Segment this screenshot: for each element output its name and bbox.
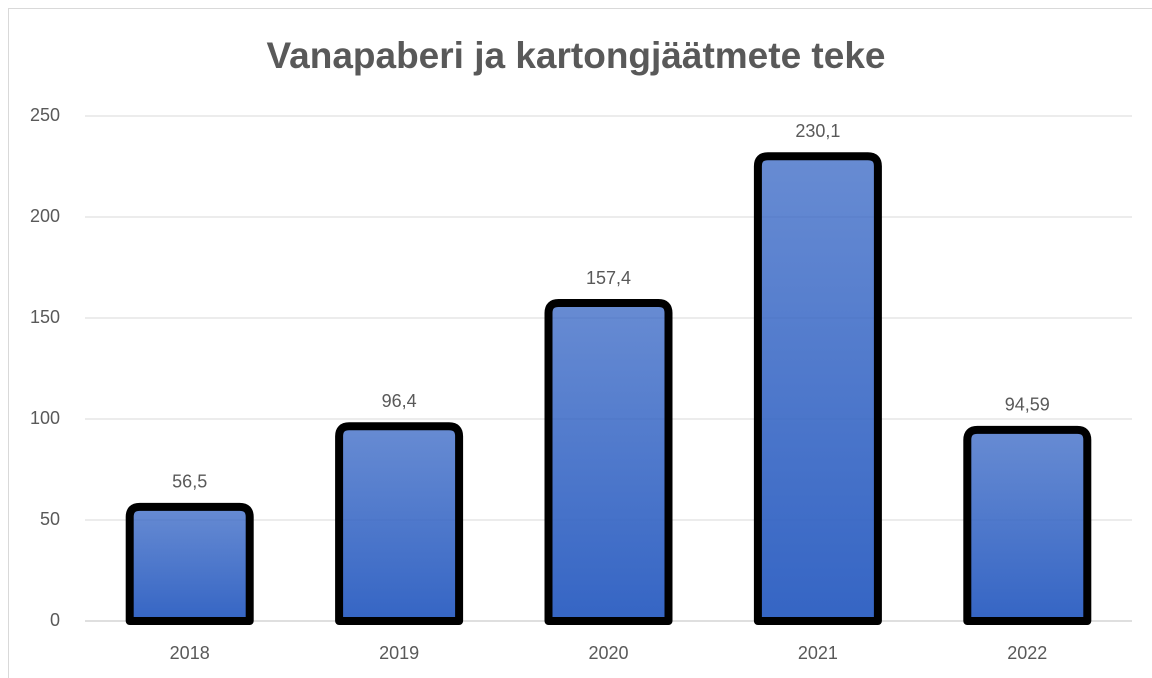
y-tick-label: 50 [40,509,60,529]
bar [963,425,1092,625]
x-tick-label: 2020 [588,643,628,663]
y-tick-label: 100 [30,408,60,428]
value-label: 56,5 [172,472,207,492]
chart-title: Vanapaberi ja kartongjäätmete teke [267,35,886,76]
y-tick-label: 0 [50,610,60,630]
x-tick-label: 2021 [798,643,838,663]
value-label: 96,4 [382,391,417,411]
value-label: 230,1 [795,121,840,141]
bar [335,422,464,625]
chart-border [8,8,1152,678]
y-tick-label: 250 [30,105,60,125]
y-tick-label: 200 [30,206,60,226]
x-tick-label: 2019 [379,643,419,663]
x-tick-label: 2018 [170,643,210,663]
y-tick-label: 150 [30,307,60,327]
value-label: 94,59 [1005,395,1050,415]
x-tick-label: 2022 [1007,643,1047,663]
bar [544,299,673,625]
bar [125,502,254,625]
bar [753,152,882,625]
value-label: 157,4 [586,268,631,288]
